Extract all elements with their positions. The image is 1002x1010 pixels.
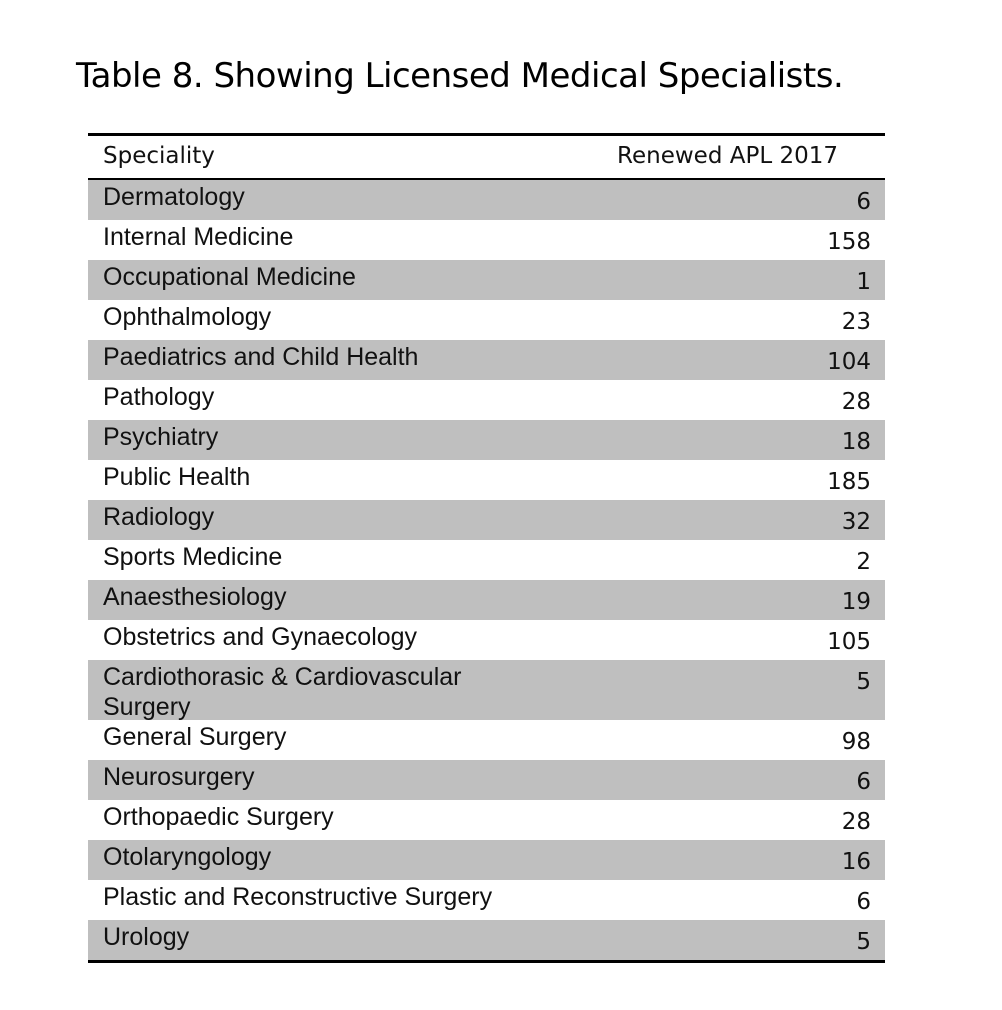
row-count: 23: [841, 309, 871, 335]
table-row: Pathology 28: [88, 380, 885, 420]
row-speciality: Obstetrics and Gynaecology: [103, 623, 418, 651]
table-row: Occupational Medicine 1: [88, 260, 885, 300]
row-count: 32: [841, 509, 871, 535]
row-speciality: Anaesthesiology: [103, 583, 287, 611]
specialists-table: Speciality Renewed APL 2017 Dermatology …: [88, 133, 885, 963]
row-speciality: Cardiothorasic & Cardiovascular Surgery: [103, 663, 462, 721]
row-speciality: Paediatrics and Child Health: [103, 343, 419, 371]
row-count: 5: [856, 669, 871, 695]
table-row: Sports Medicine 2: [88, 540, 885, 580]
table-row: Internal Medicine 158: [88, 220, 885, 260]
row-speciality: Otolaryngology: [103, 843, 272, 871]
row-speciality: Radiology: [103, 503, 215, 531]
row-count: 105: [827, 629, 871, 655]
table-row: Ophthalmology 23: [88, 300, 885, 340]
row-count: 19: [841, 589, 871, 615]
row-speciality: Pathology: [103, 383, 215, 411]
table-row: Orthopaedic Surgery 28: [88, 800, 885, 840]
row-speciality: Ophthalmology: [103, 303, 272, 331]
table-row: Obstetrics and Gynaecology 105: [88, 620, 885, 660]
row-speciality: Urology: [103, 923, 190, 951]
row-count: 28: [841, 809, 871, 835]
table-row: Anaesthesiology 19: [88, 580, 885, 620]
table-row: General Surgery 98: [88, 720, 885, 760]
row-speciality: Occupational Medicine: [103, 263, 356, 291]
table-row: Radiology 32: [88, 500, 885, 540]
row-count: 185: [827, 469, 871, 495]
table-row: Plastic and Reconstructive Surgery 6: [88, 880, 885, 920]
row-count: 6: [856, 189, 871, 215]
row-count: 28: [841, 389, 871, 415]
header-speciality: Speciality: [103, 143, 215, 169]
row-speciality: Public Health: [103, 463, 251, 491]
row-count: 6: [856, 769, 871, 795]
row-speciality: Dermatology: [103, 183, 245, 211]
table-row: Dermatology 6: [88, 180, 885, 220]
table-row: Urology 5: [88, 920, 885, 960]
row-count: 104: [827, 349, 871, 375]
row-speciality: Sports Medicine: [103, 543, 283, 571]
header-renewed-apl-2017: Renewed APL 2017: [617, 143, 838, 169]
table-row: Otolaryngology 16: [88, 840, 885, 880]
row-count: 16: [841, 849, 871, 875]
row-speciality: Psychiatry: [103, 423, 219, 451]
row-speciality: Internal Medicine: [103, 223, 294, 251]
table-header-row: Speciality Renewed APL 2017: [88, 136, 885, 180]
row-speciality: Plastic and Reconstructive Surgery: [103, 883, 493, 911]
row-count: 1: [856, 269, 871, 295]
row-speciality: General Surgery: [103, 723, 287, 751]
table-row: Psychiatry 18: [88, 420, 885, 460]
table-row: Neurosurgery 6: [88, 760, 885, 800]
table-row: Public Health 185: [88, 460, 885, 500]
table-row: Paediatrics and Child Health 104: [88, 340, 885, 380]
row-count: 6: [856, 889, 871, 915]
row-count: 2: [856, 549, 871, 575]
row-count: 18: [841, 429, 871, 455]
table-caption: Table 8. Showing Licensed Medical Specia…: [76, 56, 844, 96]
table-row: Cardiothorasic & Cardiovascular Surgery …: [88, 660, 885, 721]
row-speciality: Orthopaedic Surgery: [103, 803, 334, 831]
row-speciality: Neurosurgery: [103, 763, 255, 791]
row-count: 158: [827, 229, 871, 255]
row-count: 5: [856, 929, 871, 955]
row-count: 98: [841, 729, 871, 755]
